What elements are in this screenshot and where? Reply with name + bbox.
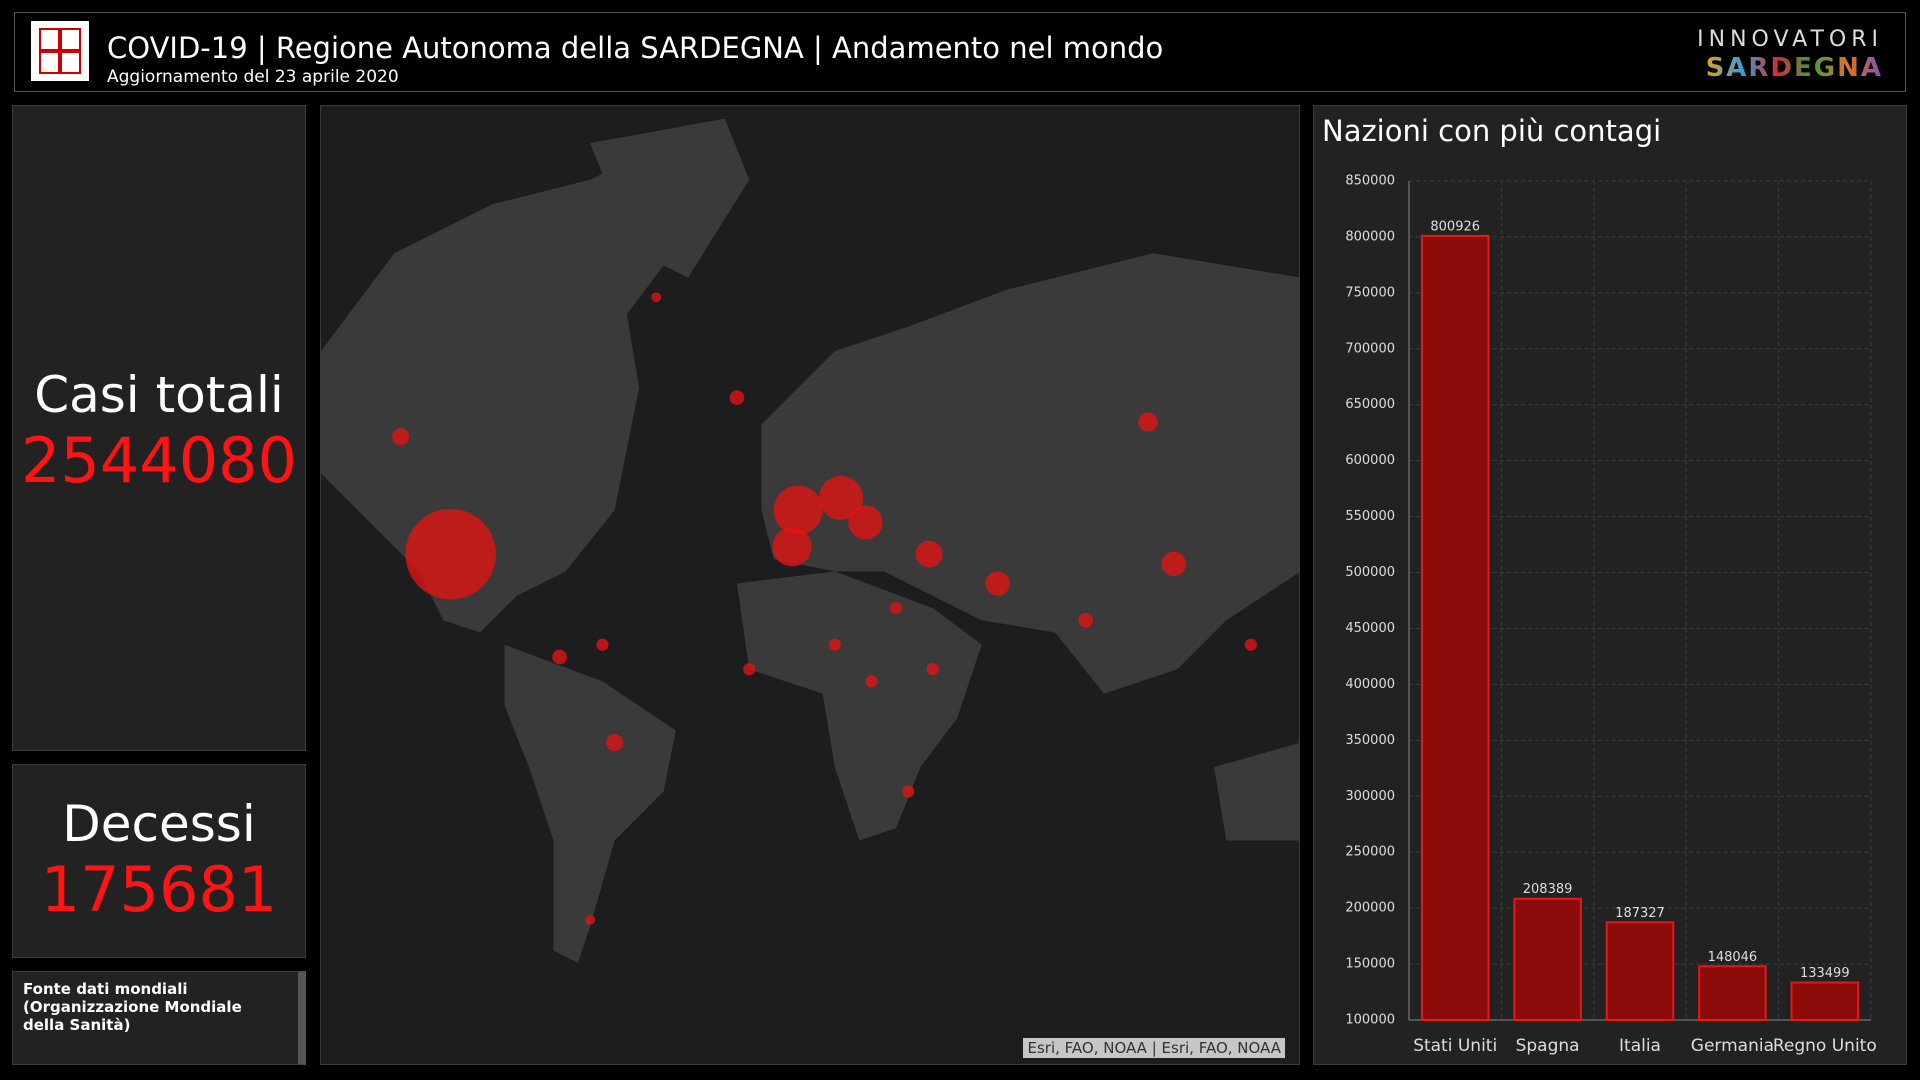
world-map[interactable]: Esri, FAO, NOAA | Esri, FAO, NOAA [320,105,1300,1065]
map-attribution: Esri, FAO, NOAA | Esri, FAO, NOAA [1023,1038,1285,1058]
deaths-value: 175681 [40,853,278,926]
brand-top: INNOVATORI [1697,27,1883,52]
y-tick-label: 700000 [1345,341,1395,356]
brand-bottom: SARDEGNA [1705,53,1883,83]
y-tick-label: 250000 [1345,845,1395,860]
cases-label: Casi totali [34,366,284,424]
y-tick-label: 850000 [1345,174,1395,189]
header: COVID-19 | Regione Autonoma della SARDEG… [14,12,1906,92]
y-tick-label: 400000 [1345,677,1395,692]
y-tick-label: 800000 [1345,229,1395,244]
y-tick-label: 500000 [1345,565,1395,580]
source-note: Fonte dati mondiali (Organizzazione Mond… [12,971,306,1065]
bar [1790,981,1860,1021]
y-tick-label: 300000 [1345,789,1395,804]
bar [1420,234,1490,1021]
y-tick-label: 650000 [1345,397,1395,412]
cases-value: 2544080 [20,424,298,497]
x-tick-label: Regno Unito [1773,1036,1877,1056]
subtitle: Aggiornamento del 23 aprile 2020 [107,67,399,87]
y-tick-label: 550000 [1345,509,1395,524]
deaths-label: Decessi [62,795,256,853]
bar-value-label: 187327 [1615,906,1665,921]
deaths-panel: Decessi 175681 [12,764,306,958]
cases-panel: Casi totali 2544080 [12,105,306,751]
y-tick-label: 600000 [1345,453,1395,468]
bar-value-label: 800926 [1430,219,1480,234]
y-tick-label: 350000 [1345,733,1395,748]
x-tick-label: Germania [1691,1036,1774,1056]
x-tick-label: Italia [1619,1036,1661,1056]
chart-title: Nazioni con più contagi [1322,114,1661,148]
y-tick-label: 450000 [1345,621,1395,636]
bar [1513,897,1582,1021]
bar [1698,965,1767,1022]
bar-value-label: 133499 [1800,966,1850,981]
land [321,118,1299,963]
bar-chart: Nazioni con più contagi 100000 150000 2000… [1322,114,1877,1056]
title: COVID-19 | Regione Autonoma della SARDEG… [107,31,1164,65]
y-tick-label: 100000 [1345,1013,1395,1028]
x-tick-label: Spagna [1516,1036,1580,1056]
y-tick-label: 150000 [1345,957,1395,972]
bar-value-label: 148046 [1708,950,1758,965]
x-tick-label: Stati Uniti [1413,1036,1497,1056]
case-bubbles [391,292,1257,925]
y-tick-label: 750000 [1345,285,1395,300]
bar [1605,921,1675,1021]
bar-value-label: 208389 [1523,882,1573,897]
chart-panel: Nazioni con più contagi 100000 150000 2000… [1313,105,1907,1065]
map-canvas [321,118,1299,963]
y-tick-label: 200000 [1345,901,1395,916]
region-logo [31,21,89,81]
